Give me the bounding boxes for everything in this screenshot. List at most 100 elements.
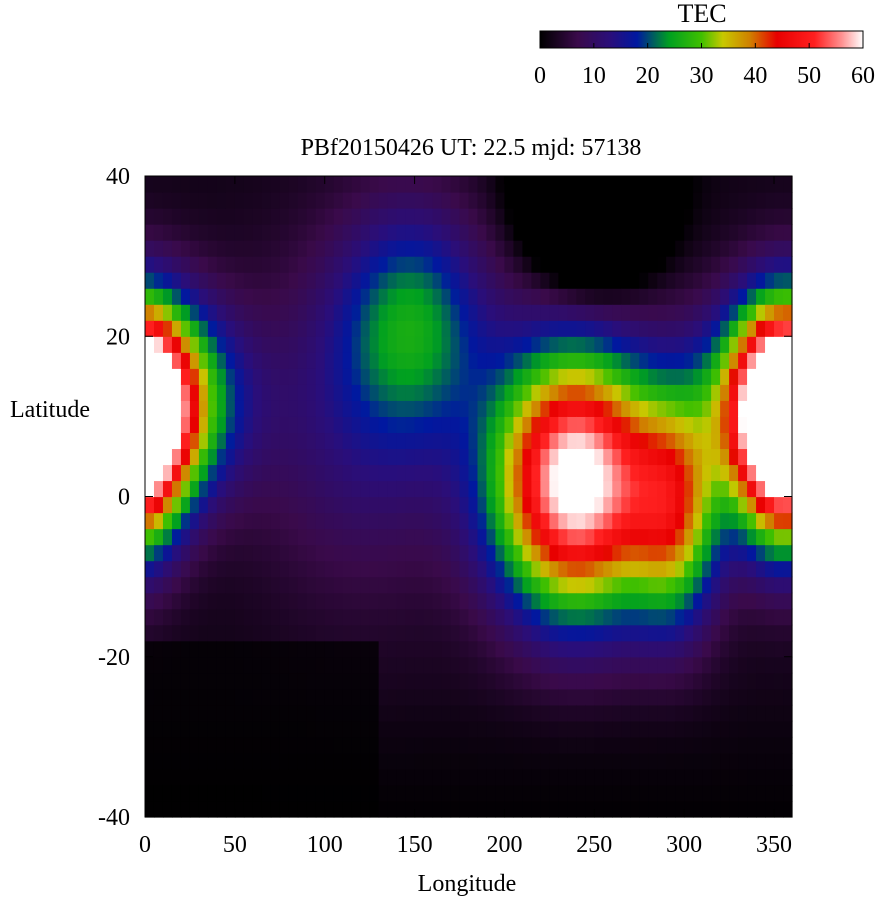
- heatmap-cell: [225, 512, 236, 530]
- heatmap-cell: [198, 464, 209, 482]
- heatmap-cell: [468, 384, 479, 401]
- heatmap-cell: [666, 784, 676, 802]
- heatmap-cell: [432, 272, 443, 289]
- heatmap-cell: [504, 672, 515, 690]
- heatmap-cell: [270, 672, 281, 690]
- heatmap-cell: [720, 688, 730, 706]
- heatmap-cell: [666, 320, 676, 337]
- heatmap-cell: [549, 320, 559, 337]
- heatmap-cell: [774, 320, 784, 337]
- heatmap-cell: [441, 752, 452, 770]
- heatmap-cell: [405, 688, 416, 706]
- heatmap-cell: [468, 736, 479, 754]
- heatmap-cell: [567, 624, 577, 642]
- chart-title: PBf20150426 UT: 22.5 mjd: 57138: [301, 135, 642, 161]
- heatmap-cell: [153, 448, 164, 466]
- heatmap-cell: [297, 352, 308, 369]
- heatmap-cell: [396, 224, 407, 241]
- heatmap-cell: [216, 432, 227, 450]
- heatmap-cell: [324, 512, 335, 530]
- heatmap-cell: [261, 576, 272, 594]
- heatmap-cell: [720, 768, 730, 786]
- heatmap-cell: [630, 528, 640, 546]
- heatmap-cell: [567, 640, 577, 658]
- heatmap-cell: [396, 688, 407, 706]
- heatmap-cell: [720, 480, 730, 498]
- heatmap-cell: [495, 320, 506, 337]
- heatmap-cell: [315, 352, 326, 369]
- heatmap-cell: [360, 480, 371, 498]
- heatmap-cell: [288, 592, 299, 610]
- heatmap-cell: [189, 336, 200, 353]
- heatmap-cell: [459, 240, 470, 257]
- heatmap-cell: [162, 496, 173, 514]
- heatmap-cell: [747, 432, 757, 450]
- heatmap-cell: [630, 272, 640, 289]
- heatmap-cell: [720, 208, 730, 225]
- heatmap-cell: [450, 576, 461, 594]
- heatmap-cell: [261, 752, 272, 770]
- heatmap-cell: [288, 288, 299, 305]
- heatmap-cell: [252, 704, 263, 722]
- heatmap-cell: [477, 528, 488, 546]
- heatmap-cell: [756, 448, 766, 466]
- heatmap-cell: [405, 592, 416, 610]
- heatmap-cell: [432, 304, 443, 321]
- heatmap-cell: [189, 352, 200, 369]
- heatmap-cell: [648, 320, 658, 337]
- heatmap-cell: [315, 512, 326, 530]
- heatmap-cell: [729, 288, 739, 305]
- heatmap-cell: [180, 640, 191, 658]
- heatmap-cell: [738, 560, 748, 578]
- heatmap-cell: [198, 768, 209, 786]
- heatmap-cell: [279, 368, 290, 385]
- heatmap-cell: [702, 432, 712, 450]
- heatmap-cell: [297, 592, 308, 610]
- heatmap-cell: [684, 768, 694, 786]
- heatmap-cell: [639, 720, 649, 738]
- heatmap-cell: [729, 464, 739, 482]
- heatmap-cell: [162, 672, 173, 690]
- heatmap-cell: [648, 416, 658, 434]
- colorbar-tick-label: 30: [690, 63, 714, 89]
- heatmap-cell: [720, 384, 730, 401]
- heatmap-cell: [468, 176, 479, 193]
- heatmap-cell: [747, 672, 757, 690]
- heatmap-cell: [711, 800, 721, 818]
- heatmap-cell: [468, 704, 479, 722]
- heatmap-cell: [225, 240, 236, 257]
- heatmap-cell: [405, 752, 416, 770]
- heatmap-cell: [189, 592, 200, 610]
- heatmap-cell: [531, 384, 541, 401]
- heatmap-cell: [684, 752, 694, 770]
- heatmap-cell: [576, 208, 586, 225]
- heatmap-cell: [522, 784, 533, 802]
- heatmap-cell: [531, 512, 541, 530]
- heatmap-cell: [747, 464, 757, 482]
- heatmap-cell: [738, 352, 748, 369]
- heatmap-cell: [558, 608, 568, 626]
- heatmap-cell: [522, 528, 533, 546]
- heatmap-cell: [459, 800, 470, 818]
- heatmap-cell: [378, 464, 389, 482]
- heatmap-cell: [657, 400, 667, 417]
- heatmap-cell: [513, 256, 524, 273]
- heatmap-cell: [657, 720, 667, 738]
- heatmap-cell: [567, 480, 577, 498]
- heatmap-cell: [612, 176, 622, 193]
- heatmap-cell: [621, 224, 631, 241]
- heatmap-cell: [684, 224, 694, 241]
- heatmap-cell: [225, 288, 236, 305]
- heatmap-cell: [684, 512, 694, 530]
- heatmap-cell: [720, 496, 730, 514]
- heatmap-cell: [324, 784, 335, 802]
- heatmap-cell: [270, 320, 281, 337]
- heatmap-cell: [414, 256, 425, 273]
- heatmap-cell: [387, 656, 398, 674]
- heatmap-cell: [225, 640, 236, 658]
- heatmap-cell: [216, 720, 227, 738]
- heatmap-cell: [576, 288, 586, 305]
- heatmap-cell: [207, 336, 218, 353]
- heatmap-cell: [342, 464, 353, 482]
- heatmap-cell: [252, 592, 263, 610]
